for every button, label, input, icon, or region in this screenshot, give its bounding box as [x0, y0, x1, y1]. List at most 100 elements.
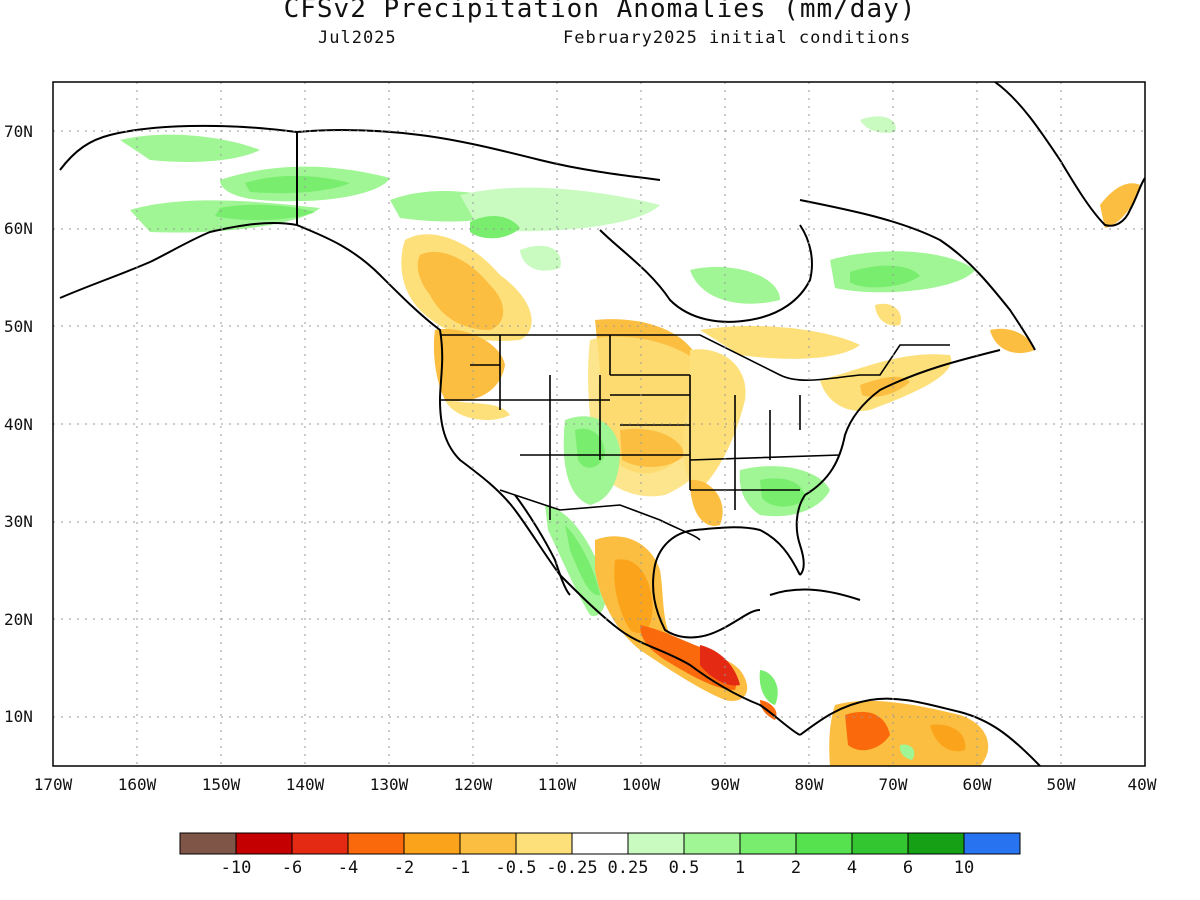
- wet-area-hudson-west: [520, 245, 561, 271]
- colorbar-swatch: [515, 832, 573, 855]
- lon-tick: 90W: [711, 775, 740, 794]
- lon-tick: 50W: [1047, 775, 1076, 794]
- labrador-coast: [799, 199, 1036, 351]
- baja-peninsula: [514, 494, 571, 596]
- lat-tick: 40N: [4, 415, 33, 434]
- wet-area-guyana: [899, 744, 915, 760]
- lat-tick: 20N: [4, 610, 33, 629]
- lon-tick: 60W: [963, 775, 992, 794]
- valid-month: Jul2025: [318, 28, 397, 48]
- us-state-lines: [440, 335, 841, 520]
- lon-tick: 80W: [795, 775, 824, 794]
- colorbar-swatch: [235, 832, 293, 855]
- colorbar-label: -4: [338, 858, 358, 878]
- colorbar-swatch: [347, 832, 405, 855]
- dry-area-bc-core: [417, 251, 504, 330]
- colorbar-label: 2: [791, 858, 801, 878]
- lat-tick: 30N: [4, 512, 33, 531]
- wet-area-southeast-core: [760, 478, 805, 507]
- colorbar-label: -10: [221, 858, 252, 878]
- coastlines: [59, 82, 1145, 766]
- lat-tick: 70N: [4, 122, 33, 141]
- lon-tick: 160W: [118, 775, 157, 794]
- colorbar-label: -6: [282, 858, 302, 878]
- colorbar-label: 6: [903, 858, 913, 878]
- dry-area-colombia-core: [845, 711, 890, 751]
- lon-tick: 40W: [1128, 775, 1157, 794]
- wet-area-nicaragua: [759, 670, 778, 705]
- colorbar-labels: -10 -6 -4 -2 -1 -0.5 -0.25 0.25 0.5 1 2 4 6 10: [221, 858, 975, 878]
- lon-tick: 140W: [286, 775, 325, 794]
- anomaly-shading: [120, 116, 1140, 766]
- colorbar-swatch: [179, 832, 237, 855]
- lon-tick: 150W: [202, 775, 241, 794]
- colorbar-label: -1: [450, 858, 470, 878]
- colorbar: [179, 832, 1021, 855]
- colorbar-label: 0.25: [608, 858, 649, 878]
- wet-area-quebec-core: [850, 265, 920, 288]
- dry-area-pnw-edge: [445, 400, 510, 420]
- us-canada-border: [440, 334, 950, 381]
- graticule: [53, 82, 1145, 766]
- lat-tick: 60N: [4, 219, 33, 238]
- cuba: [769, 588, 861, 601]
- dry-area-greenland: [1100, 183, 1140, 228]
- lon-tick: 120W: [454, 775, 493, 794]
- wet-area-arctic: [860, 116, 896, 133]
- colorbar-swatch: [683, 832, 741, 855]
- lat-tick: 50N: [4, 317, 33, 336]
- map-area: [53, 82, 1145, 766]
- map-frame: [52, 81, 1146, 767]
- political-borders: [296, 132, 950, 541]
- dry-area-gulf-coast: [690, 479, 723, 526]
- lon-axis: 170W 160W 150W 140W 130W 120W 110W 100W …: [34, 775, 1157, 794]
- lat-tick: 10N: [4, 707, 33, 726]
- canada-arctic-coast: [296, 128, 661, 181]
- south-america-coast: [799, 697, 1041, 766]
- wet-area-central-canada-core: [470, 216, 520, 239]
- colorbar-label: 1: [735, 858, 745, 878]
- init-conditions: February2025 initial conditions: [563, 28, 912, 48]
- wet-area-baja-core: [565, 525, 600, 596]
- dry-area-great-lakes: [700, 325, 860, 359]
- greenland-coast: [994, 82, 1145, 227]
- west-coast: [296, 224, 801, 736]
- colorbar-swatch: [963, 832, 1021, 855]
- colorbar-swatch: [795, 832, 853, 855]
- lon-tick: 70W: [879, 775, 908, 794]
- colorbar-swatch: [907, 832, 965, 855]
- hudson-bay: [599, 224, 813, 323]
- colorbar-swatch: [459, 832, 517, 855]
- wet-area-ontario-north: [690, 266, 780, 304]
- lon-tick: 130W: [370, 775, 409, 794]
- colorbar-label: -0.5: [496, 858, 537, 878]
- dry-area-labrador: [875, 303, 901, 326]
- colorbar-swatch: [627, 832, 685, 855]
- lon-tick: 170W: [34, 775, 73, 794]
- lon-tick: 100W: [622, 775, 661, 794]
- colorbar-label: 10: [954, 858, 974, 878]
- wet-area-southwest-core: [575, 428, 605, 468]
- map-title: CFSv2 Precipitation Anomalies (mm/day): [283, 0, 917, 24]
- dry-area-pnw: [433, 329, 505, 402]
- gulf-coast: [652, 526, 801, 639]
- wet-area-alaska: [120, 134, 260, 162]
- dry-area-venezuela-core: [930, 724, 966, 752]
- wet-area-alaska-south-core: [215, 204, 315, 221]
- colorbar-label: 4: [847, 858, 857, 878]
- colorbar-swatch: [739, 832, 797, 855]
- colorbar-swatch: [571, 832, 629, 855]
- dry-area-kansas: [620, 428, 685, 467]
- colorbar-swatch: [403, 832, 461, 855]
- dry-area-mexico-core: [614, 559, 653, 634]
- colorbar-swatch: [291, 832, 349, 855]
- colorbar-label: 0.5: [669, 858, 700, 878]
- lat-axis: 10N 20N 30N 40N 50N 60N 70N: [4, 122, 33, 726]
- colorbar-label: -2: [394, 858, 414, 878]
- colorbar-swatch: [851, 832, 909, 855]
- dry-area-maritimes: [990, 328, 1035, 354]
- us-mexico-border: [499, 489, 701, 541]
- dry-area-mississippi: [683, 349, 746, 490]
- colorbar-label: -0.25: [546, 858, 597, 878]
